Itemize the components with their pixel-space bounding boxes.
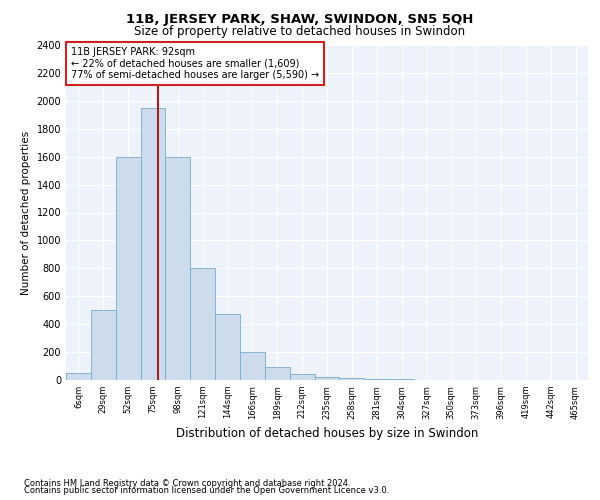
Text: Contains HM Land Registry data © Crown copyright and database right 2024.: Contains HM Land Registry data © Crown c… [24,478,350,488]
Bar [66,373,91,380]
Text: Contains public sector information licensed under the Open Government Licence v3: Contains public sector information licen… [24,486,389,495]
Bar [140,108,166,380]
Bar [166,156,190,380]
Bar [116,156,140,380]
Bar [340,378,364,380]
Bar [91,310,116,380]
Bar [190,268,215,380]
Bar [364,378,389,380]
Text: Size of property relative to detached houses in Swindon: Size of property relative to detached ho… [134,25,466,38]
Text: 11B JERSEY PARK: 92sqm
← 22% of detached houses are smaller (1,609)
77% of semi-: 11B JERSEY PARK: 92sqm ← 22% of detached… [71,46,319,80]
Bar [240,352,265,380]
Bar [314,376,340,380]
Text: 11B, JERSEY PARK, SHAW, SWINDON, SN5 5QH: 11B, JERSEY PARK, SHAW, SWINDON, SN5 5QH [127,12,473,26]
Y-axis label: Number of detached properties: Number of detached properties [21,130,31,294]
Bar [215,314,240,380]
Bar [265,368,290,380]
Bar [290,374,314,380]
X-axis label: Distribution of detached houses by size in Swindon: Distribution of detached houses by size … [176,427,478,440]
